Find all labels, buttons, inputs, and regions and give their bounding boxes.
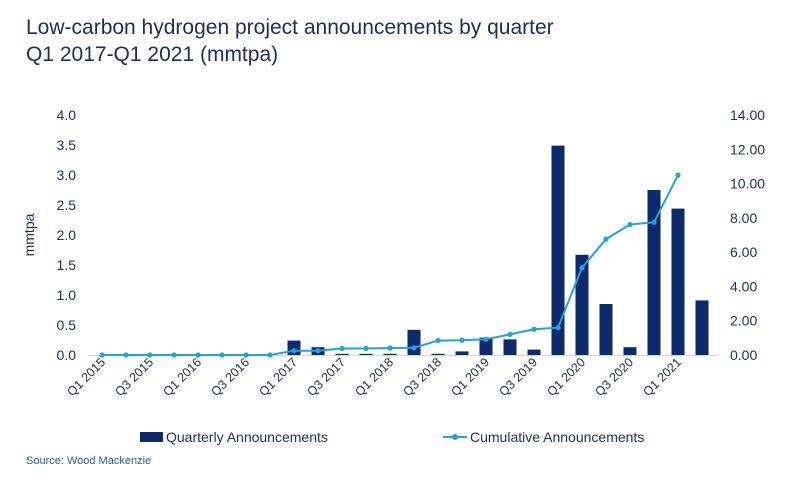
line-point bbox=[675, 172, 681, 178]
bar-q4-2019 bbox=[551, 145, 565, 355]
x-axis-ticks: Q1 2015 Q3 2015 Q1 2016 Q3 2016 Q1 2017 Q3 20… bbox=[64, 355, 684, 399]
line-point bbox=[363, 345, 369, 352]
bar-q3-2019 bbox=[527, 349, 541, 355]
right-tick-label: 10.00 bbox=[730, 176, 765, 192]
line-point bbox=[243, 352, 249, 358]
chart-title-line2: Q1 2017-Q1 2021 (mmtpa) bbox=[26, 43, 279, 66]
line-point bbox=[555, 324, 561, 331]
bar-q2-2019 bbox=[503, 339, 517, 355]
legend-line-marker bbox=[452, 434, 458, 440]
x-tick-label: Q1 2021 bbox=[640, 355, 684, 399]
chart-title: Low-carbon hydrogen project announcement… bbox=[26, 14, 786, 68]
left-axis-ticks: 0.0 0.5 1.0 1.5 2.0 2.5 3.0 3.5 4.0 bbox=[57, 107, 77, 363]
x-tick-label: Q3 2017 bbox=[304, 355, 348, 399]
line-point bbox=[507, 331, 513, 338]
bar-q4-2017 bbox=[359, 353, 373, 355]
line-point bbox=[147, 352, 153, 358]
x-tick-label: Q1 2019 bbox=[448, 355, 492, 399]
line-point bbox=[267, 352, 273, 358]
y-axis-title: mmtpa bbox=[21, 213, 37, 256]
legend: Quarterly Announcements Cumulative Annou… bbox=[140, 429, 644, 445]
right-tick-label: 14.00 bbox=[730, 107, 765, 123]
x-tick-label: Q3 2015 bbox=[112, 355, 156, 399]
x-tick-label: Q3 2018 bbox=[400, 355, 444, 399]
x-tick-label: Q1 2018 bbox=[352, 355, 396, 399]
line-point bbox=[411, 345, 417, 351]
bar-q3-2020 bbox=[623, 347, 637, 355]
line-point bbox=[219, 352, 225, 358]
line-point bbox=[387, 345, 393, 351]
line-point bbox=[339, 345, 345, 352]
bar-q2-2018 bbox=[407, 329, 421, 355]
legend-line-label: Cumulative Announcements bbox=[470, 429, 644, 445]
left-tick-label: 3.0 bbox=[57, 167, 77, 183]
legend-bar-swatch bbox=[140, 432, 163, 442]
bar-q2-2020 bbox=[599, 304, 613, 355]
line-point bbox=[459, 337, 465, 343]
line-point bbox=[603, 236, 609, 242]
left-tick-label: 0.0 bbox=[57, 347, 77, 363]
line-point bbox=[195, 352, 201, 358]
x-tick-label: Q1 2020 bbox=[544, 355, 588, 399]
bar-q1-2018 bbox=[383, 353, 397, 355]
line-point bbox=[579, 265, 585, 271]
line-point bbox=[291, 348, 297, 354]
bar-q1-2020 bbox=[575, 254, 589, 355]
left-tick-label: 1.0 bbox=[57, 287, 77, 303]
right-tick-label: 12.00 bbox=[730, 141, 765, 157]
x-tick-label: Q3 2019 bbox=[496, 355, 540, 399]
line-point bbox=[531, 326, 537, 332]
right-tick-label: 6.00 bbox=[730, 244, 757, 260]
line-point bbox=[123, 352, 129, 358]
bar-q4-2020 bbox=[647, 190, 661, 355]
left-tick-label: 4.0 bbox=[57, 107, 77, 123]
bar-q1-2019 bbox=[479, 337, 493, 355]
x-tick-label: Q1 2016 bbox=[160, 355, 204, 399]
left-tick-label: 1.5 bbox=[57, 257, 77, 273]
chart-title-line1: Low-carbon hydrogen project announcement… bbox=[26, 16, 554, 39]
bar-q4-2018 bbox=[455, 351, 469, 355]
x-tick-label: Q3 2016 bbox=[208, 355, 252, 399]
legend-bar-label: Quarterly Announcements bbox=[166, 429, 328, 445]
bar-q3-2017 bbox=[335, 353, 349, 355]
line-point bbox=[651, 219, 657, 225]
bar-q2-2021 bbox=[695, 300, 709, 355]
cumulative-line bbox=[102, 174, 679, 356]
line-point bbox=[99, 352, 105, 358]
bar-series bbox=[287, 145, 709, 355]
right-tick-label: 0.00 bbox=[730, 347, 757, 363]
bar-q1-2021 bbox=[671, 208, 685, 355]
left-tick-label: 2.0 bbox=[57, 227, 77, 243]
left-tick-label: 2.5 bbox=[57, 197, 77, 213]
x-tick-label: Q3 2020 bbox=[592, 355, 636, 399]
bar-q3-2018 bbox=[431, 353, 445, 355]
line-series bbox=[99, 172, 681, 358]
right-tick-label: 4.00 bbox=[730, 278, 757, 294]
line-point bbox=[435, 338, 441, 344]
x-tick-label: Q1 2017 bbox=[256, 355, 300, 399]
right-tick-label: 8.00 bbox=[730, 210, 757, 226]
left-tick-label: 0.5 bbox=[57, 317, 77, 333]
line-point bbox=[627, 221, 633, 228]
line-point bbox=[483, 336, 489, 342]
right-axis-ticks: 0.00 2.00 4.00 6.00 8.00 10.00 12.00 14.00 bbox=[730, 107, 765, 363]
left-tick-label: 3.5 bbox=[57, 137, 77, 153]
line-point bbox=[171, 352, 177, 358]
source-note: Source: Wood Mackenzie bbox=[26, 455, 152, 467]
line-point bbox=[315, 348, 321, 354]
right-tick-label: 2.00 bbox=[730, 313, 757, 329]
